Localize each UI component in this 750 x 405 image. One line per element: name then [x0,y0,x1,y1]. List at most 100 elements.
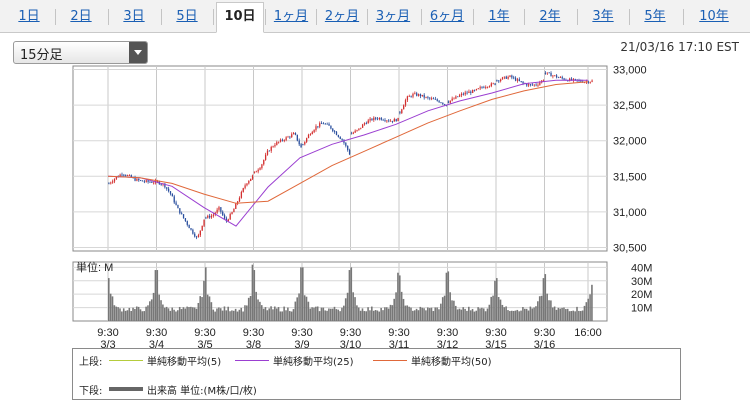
candle-body [395,119,397,122]
tab-5年[interactable]: 5年 [644,9,666,24]
y-tick-label: 33,000 [613,65,647,77]
tab-2年[interactable]: 2年 [539,9,561,24]
candle-body [442,102,444,105]
tab-2日[interactable]: 2日 [70,9,92,24]
candle-body [472,90,474,93]
volume-bar [359,310,362,321]
volume-bar [559,308,562,321]
candle-body [287,136,289,138]
candle-body [468,91,470,94]
candle-body [425,97,427,98]
tab-separator [161,9,162,25]
candle-body [587,81,589,83]
volume-bar [523,308,526,321]
candle-body [160,184,162,185]
tab-1年[interactable]: 1年 [488,9,510,24]
volume-bar [581,310,584,321]
candle-body [235,203,237,209]
volume-bar [143,311,146,321]
tab-5日[interactable]: 5日 [176,9,198,24]
candle-body [559,77,562,78]
candle-body [462,93,465,95]
candle-body [218,207,220,210]
candle-body [348,150,351,155]
candle-body [371,118,373,121]
legend-upper-label: 上段: [79,357,103,368]
volume-bar [391,305,394,321]
candle-body [326,123,328,125]
volume-bar [184,308,187,321]
volume-bar [477,307,479,321]
candle-body [531,84,534,86]
volume-bar [240,307,243,321]
candle-body [169,191,172,194]
tab-1ヶ月[interactable]: 1ヶ月 [273,9,309,24]
candle-body [251,175,254,179]
candle-body [550,72,552,77]
volume-bar [210,302,213,321]
candle-body [444,104,446,105]
x-tick-label: 9:30 [485,327,506,339]
tab-2ヶ月[interactable]: 2ヶ月 [324,9,360,24]
interval-select[interactable]: 15分足 [13,41,148,64]
volume-bar [246,305,248,321]
tab-3ヶ月[interactable]: 3ヶ月 [375,9,411,24]
volume-bar [535,306,537,321]
volume-bar [561,307,563,321]
volume-bar [384,307,386,321]
candle-body [291,134,293,138]
volume-bar [522,307,524,321]
volume-bar [343,305,345,321]
tab-10年[interactable]: 10年 [699,9,729,24]
candle-body [563,78,565,80]
volume-bar [475,310,478,321]
volume-bar [339,311,341,321]
volume-bar [163,307,166,321]
tab-10日[interactable]: 10日 [216,2,264,33]
volume-bar [311,307,313,321]
tab-1日[interactable]: 1日 [18,9,40,24]
volume-bar [115,306,118,321]
volume-bar [413,310,416,321]
candle-body [201,225,203,231]
volume-bar [374,310,377,321]
volume-bar [188,307,190,321]
legend-ma5-label: 単純移動平均(5) [147,357,222,368]
candle-body [110,182,112,184]
candle-body [173,196,175,203]
tab-separator [367,9,368,25]
tab-separator [473,9,474,25]
chevron-down-icon[interactable] [129,42,147,63]
volume-bar [460,309,463,321]
candle-body [259,168,261,170]
tab-separator [108,9,109,25]
volume-bar [305,296,308,321]
volume-bar [419,306,422,321]
candle-body [419,94,422,97]
volume-bar [516,309,519,321]
volume-bar [260,305,263,321]
candle-body [319,123,321,127]
tab-3日[interactable]: 3日 [123,9,145,24]
candle-body [438,100,440,103]
candle-body [341,138,343,141]
volume-bar [453,300,455,321]
candle-body [369,118,371,121]
candle-body [498,80,500,82]
last-update-timestamp: 21/03/16 17:10 EST [620,40,739,54]
tab-3年[interactable]: 3年 [592,9,614,24]
volume-bar [316,306,319,321]
tab-6ヶ月[interactable]: 6ヶ月 [429,9,465,24]
volume-bar [591,284,593,321]
volume-bar [275,308,278,321]
volume-bar [216,308,218,321]
candle-body [151,182,153,183]
candle-body [199,230,201,236]
volume-bar [173,309,175,321]
candle-body [242,188,244,192]
candle-body [222,211,224,216]
candle-body [410,96,412,97]
candle-body [298,140,300,145]
candle-body [278,141,280,143]
candle-body [281,139,284,141]
